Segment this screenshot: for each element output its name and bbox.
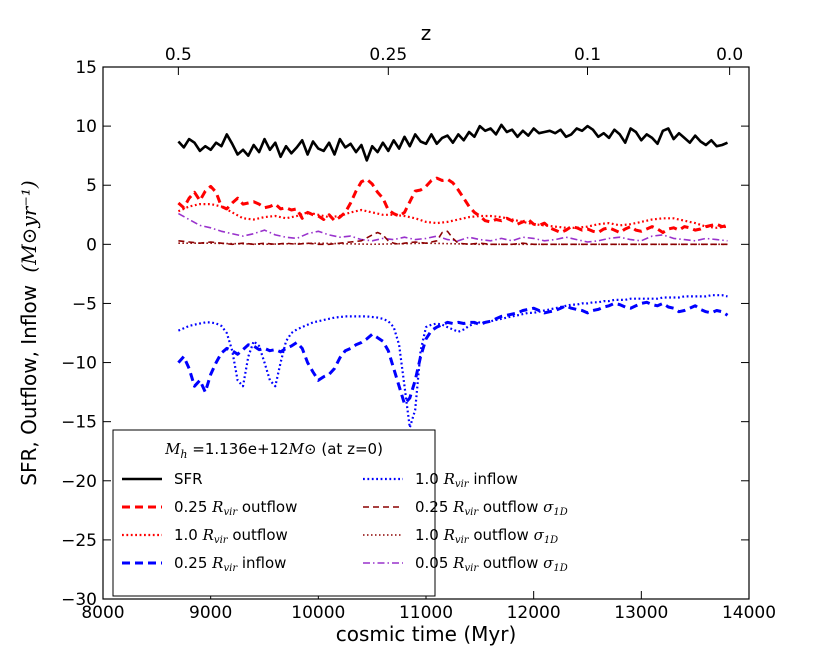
legend-label-SFR: SFR (174, 470, 203, 488)
top-tick-labels: 0.5 0.25 0.1 0.0 (165, 45, 743, 65)
x-tick-label: 10000 (291, 603, 345, 623)
legend-label-part: σ (543, 498, 554, 516)
legend-label-inner-outflow-sigma: 0.25 Rvir outflow σ1D (415, 498, 568, 518)
legend-label-part: 1D (553, 507, 567, 518)
legend-label-part: R (452, 554, 464, 572)
series-line-core-outflow-sigma (178, 212, 728, 243)
legend-title-m: M (164, 440, 181, 458)
legend-label-outer-outflow-sigma: 1.0 Rvir outflow σ1D (415, 526, 558, 546)
y-tick-label: −30 (61, 590, 97, 610)
legend-title-msun: M⊙ (288, 440, 317, 458)
x-tick-label: 11000 (399, 603, 453, 623)
x-tick-label: 8000 (81, 603, 124, 623)
plot-lines (177, 123, 729, 429)
legend-label-part: vir (214, 535, 229, 546)
legend-label-part: 1.0 (415, 526, 444, 544)
legend-label-part: 1.0 (174, 526, 203, 544)
legend-title-value: =1.136e+12 (188, 440, 289, 458)
legend-label-part: R (211, 554, 223, 572)
legend-label-part: inflow (237, 554, 286, 572)
series-line-inner-outflow (177, 176, 728, 234)
legend-label-part: vir (455, 479, 470, 490)
axis-ticks (102, 66, 750, 600)
top-axis-label: z (421, 21, 432, 45)
legend-label-part: R (443, 470, 455, 488)
legend-label-outer-inflow: 1.0 Rvir inflow (415, 470, 518, 490)
legend-label-inner-inflow: 0.25 Rvir inflow (174, 554, 286, 574)
legend-label-part: outflow (478, 498, 543, 516)
y-axis-label-group: SFR, Outflow, Inflow (M⊙yr⁻¹) (17, 180, 41, 485)
legend-label-part: 0.05 (415, 554, 453, 572)
legend-title-suffix: (at z=0) (317, 440, 383, 458)
legend-label-part: 0.25 (174, 554, 212, 572)
top-tick-label: 0.0 (716, 45, 743, 65)
legend-label-core-outflow-sigma: 0.05 Rvir outflow σ1D (415, 554, 568, 574)
y-tick-label: −5 (72, 294, 97, 314)
y-tick-label: −25 (61, 531, 97, 551)
y-tick-label: −15 (61, 413, 97, 433)
series-line-SFR (177, 123, 729, 162)
x-tick-label: 9000 (189, 603, 232, 623)
legend-label-part: vir (464, 563, 479, 574)
series-line-inner-inflow (177, 300, 729, 406)
y-tick-label: 10 (75, 117, 97, 137)
legend-label-part: 1D (544, 535, 558, 546)
x-tick-label: 12000 (507, 603, 561, 623)
y-tick-label: 5 (86, 176, 97, 196)
legend-label-part: R (202, 526, 214, 544)
legend-label-part: R (443, 526, 455, 544)
legend-title: Mh =1.136e+12M⊙ (at z=0) (164, 440, 383, 461)
x-tick-labels: 8000 9000 10000 11000 12000 13000 14000 (81, 603, 776, 623)
legend-label-part: 1D (553, 563, 567, 574)
legend-label-part: σ (534, 526, 545, 544)
legend-label-part: vir (223, 563, 238, 574)
legend-label-part: outflow (478, 554, 543, 572)
legend-label-part: outflow (237, 498, 297, 516)
legend-label-part: R (452, 498, 464, 516)
legend-label-part: vir (223, 507, 238, 518)
y-tick-labels: −30 −25 −20 −15 −10 −5 0 5 10 15 (61, 58, 97, 610)
y-tick-label: 0 (86, 235, 97, 255)
legend-label-part: vir (455, 535, 470, 546)
legend-label-part: outflow (228, 526, 288, 544)
series-line-outer-outflow-sigma (178, 242, 728, 246)
legend-label-part: 0.25 (174, 498, 212, 516)
y-tick-label: −10 (61, 354, 97, 374)
y-axis-label-main: SFR, Outflow, Inflow (17, 285, 41, 486)
x-axis-label: cosmic time (Myr) (336, 622, 517, 646)
legend-label-inner-outflow: 0.25 Rvir outflow (174, 498, 297, 518)
y-axis-label-unit: (M⊙yr⁻¹) (17, 180, 41, 272)
legend-title-sub: h (180, 448, 187, 461)
y-tick-label: −20 (61, 472, 97, 492)
series-line-outer-inflow (177, 294, 728, 429)
top-tick-label: 0.25 (369, 45, 407, 65)
legend-label-part: R (211, 498, 223, 516)
top-tick-label: 0.1 (574, 45, 601, 65)
legend-box (112, 429, 436, 597)
y-axis-label: SFR, Outflow, Inflow (M⊙yr⁻¹) (17, 180, 41, 485)
legend-label-part: 1.0 (415, 470, 444, 488)
series-line-inner-outflow-sigma (178, 230, 728, 246)
y-tick-label: 15 (75, 58, 97, 78)
top-tick-label: 0.5 (165, 45, 192, 65)
legend: Mh =1.136e+12M⊙ (at z=0) SFR 0.25 Rvir ou… (112, 429, 568, 597)
legend-label-part: vir (464, 507, 479, 518)
x-tick-label: 14000 (722, 603, 776, 623)
legend-label-part: 0.25 (415, 498, 453, 516)
legend-label-part: inflow (469, 470, 518, 488)
legend-label-part: σ (543, 554, 554, 572)
legend-label-outer-outflow: 1.0 Rvir outflow (174, 526, 288, 546)
x-tick-label: 13000 (614, 603, 668, 623)
legend-label-part: outflow (469, 526, 534, 544)
